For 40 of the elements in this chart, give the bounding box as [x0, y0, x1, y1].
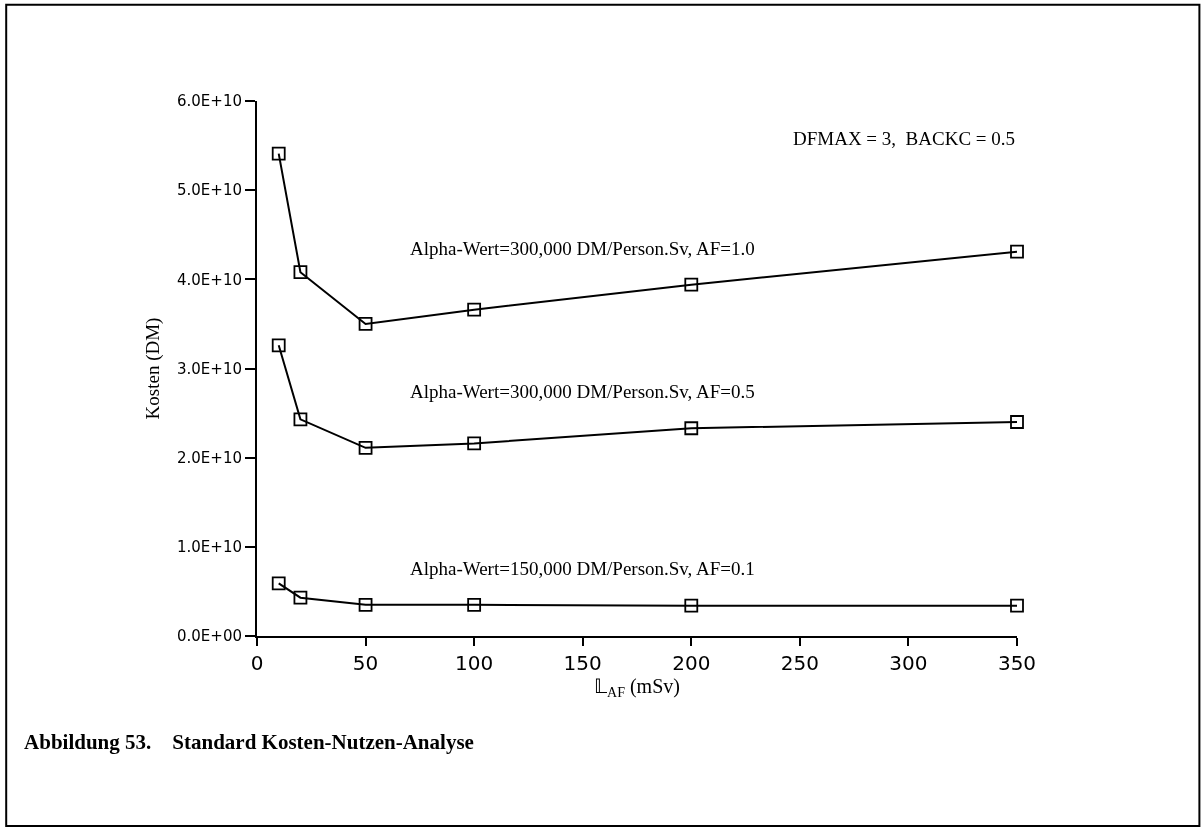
point: [358, 317, 373, 331]
x-tick-label: 150: [563, 651, 602, 675]
point: [271, 338, 286, 353]
point: [293, 412, 308, 427]
point: [358, 597, 373, 612]
y-tick-label: 0.0E+00: [177, 627, 242, 646]
point: [293, 590, 308, 605]
point: [467, 302, 482, 317]
point: [271, 146, 286, 161]
point: [271, 576, 286, 591]
x-tick-label: 100: [455, 651, 494, 675]
point: [293, 265, 308, 280]
point: [684, 277, 699, 292]
point: [467, 436, 482, 451]
point: [1010, 598, 1024, 613]
x-axis-title: 𝕃$_{AF}$ (mSv): [594, 675, 680, 701]
y-axis-title: Kosten (DM): [142, 317, 165, 420]
y-tick-label: 5.0E+10: [177, 181, 242, 200]
series-label: Alpha-Wert=300,000 DM/Person.Sv, AF=1.0: [410, 238, 755, 259]
point: [358, 440, 373, 455]
text: Abbildung 53. Standard Kosten-Nutzen-Analyse: [24, 730, 474, 755]
series-label: Alpha-Wert=150,000 DM/Person.Sv, AF=0.1: [410, 558, 755, 579]
y-tick-label: 6.0E+10: [177, 92, 242, 111]
point: [1010, 415, 1024, 429]
annotation: DFMAX = 3, BACKC = 0.5: [793, 128, 1016, 149]
y-tick-label: 4.0E+10: [177, 270, 242, 289]
x-tick-label: 350: [997, 651, 1037, 675]
point: [684, 421, 699, 436]
point: [684, 598, 699, 613]
y-tick-label: 3.0E+10: [177, 359, 242, 378]
x-tick-label: 300: [889, 651, 928, 675]
x-tick-label: 250: [780, 651, 819, 675]
y-tick-label: 1.0E+10: [177, 538, 242, 557]
series-label: Alpha-Wert=300,000 DM/Person.Sv, AF=0.5: [410, 381, 755, 402]
point: [467, 597, 482, 612]
point: [1010, 244, 1024, 259]
x-tick-label: 0: [250, 651, 264, 675]
x-tick-label: 200: [672, 651, 711, 675]
x-tick-label: 50: [352, 651, 379, 675]
y-tick-label: 2.0E+10: [177, 448, 242, 467]
